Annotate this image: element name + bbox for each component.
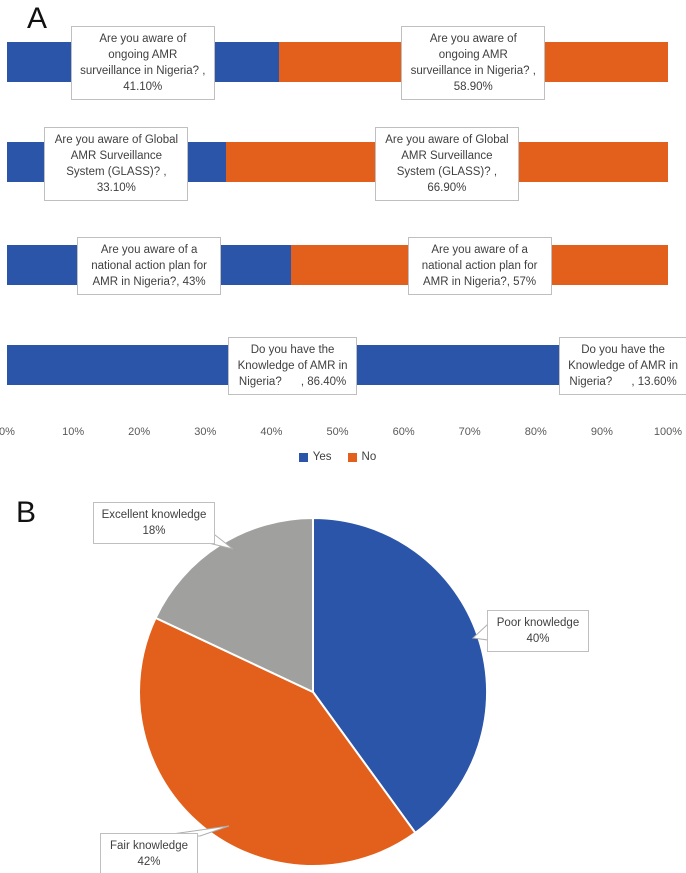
data-label-callout: Are you aware of Global AMR Surveillance… [44,127,189,201]
x-axis-tick-label: 80% [524,426,547,438]
panel-a-letter: A [27,2,48,35]
x-axis-tick-label: 50% [326,426,349,438]
legend-label: No [361,451,377,463]
legend-item: No [347,451,377,463]
data-label-callout: Do you have the Knowledge of AMR in Nige… [558,337,686,395]
data-label-callout: Are you aware of ongoing AMR surveillanc… [70,26,215,100]
legend-swatch-icon [298,452,308,462]
x-axis-tick-label: 90% [590,426,613,438]
data-label-callout: Do you have the Knowledge of AMR in Nige… [228,337,358,395]
bar-chart-legend: Yes No [7,451,668,463]
x-axis-tick-label: 30% [194,426,217,438]
x-axis-tick-label: 100% [653,426,683,438]
x-axis-tick-label: 60% [392,426,415,438]
pie-chart [138,516,489,868]
data-label-callout: Are you aware of Global AMR Surveillance… [374,127,519,201]
pie-label-callout: Poor knowledge 40% [487,610,589,652]
x-axis-tick-label: 10% [62,426,85,438]
pie-slice-fair-knowledge [138,616,417,868]
x-axis-tick-label: 0% [0,426,15,438]
legend-item: Yes [298,451,332,463]
data-label-callout: Are you aware of ongoing AMR surveillanc… [401,26,546,100]
x-axis-tick-label: 40% [260,426,283,438]
panel-b-letter: B [16,496,37,529]
data-label-callout: Are you aware of a national action plan … [77,237,222,295]
x-axis-tick-label: 20% [128,426,151,438]
legend-label: Yes [312,451,332,463]
x-axis-tick-label: 70% [458,426,481,438]
data-label-callout: Are you aware of a national action plan … [407,237,552,295]
pie-label-callout: Fair knowledge 42% [100,833,198,873]
legend-swatch-icon [347,452,357,462]
pie-label-callout: Excellent knowledge 18% [93,502,215,544]
